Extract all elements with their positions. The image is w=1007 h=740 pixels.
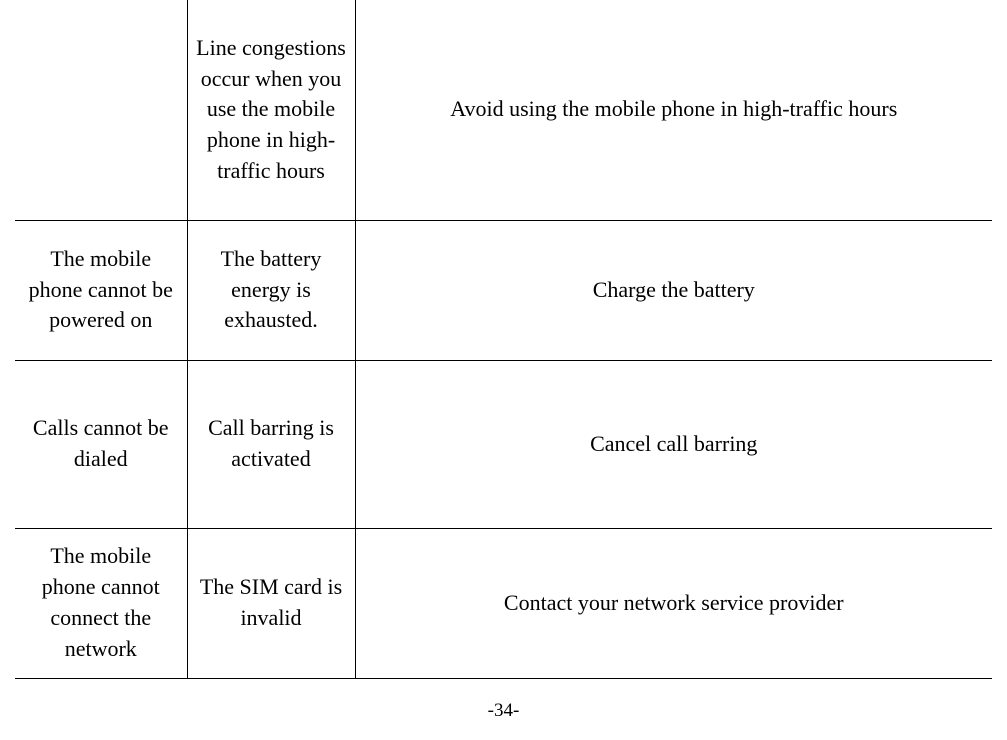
problem-cell <box>15 0 187 220</box>
table-row: The mobile phone cannot be powered on Th… <box>15 220 992 360</box>
solution-cell: Charge the battery <box>355 220 992 360</box>
troubleshooting-table: Line congestions occur when you use the … <box>15 0 992 679</box>
cause-cell: Call barring is activated <box>187 360 355 528</box>
page-number: -34- <box>0 700 1007 722</box>
problem-cell: Calls cannot be dialed <box>15 360 187 528</box>
problem-cell: The mobile phone cannot connect the netw… <box>15 528 187 678</box>
table-row: Calls cannot be dialed Call barring is a… <box>15 360 992 528</box>
table-row: Line congestions occur when you use the … <box>15 0 992 220</box>
problem-cell: The mobile phone cannot be powered on <box>15 220 187 360</box>
cause-cell: The battery energy is exhausted. <box>187 220 355 360</box>
cause-cell: Line congestions occur when you use the … <box>187 0 355 220</box>
solution-cell: Contact your network service provider <box>355 528 992 678</box>
table-row: The mobile phone cannot connect the netw… <box>15 528 992 678</box>
solution-cell: Avoid using the mobile phone in high-tra… <box>355 0 992 220</box>
cause-cell: The SIM card is invalid <box>187 528 355 678</box>
troubleshooting-table-container: Line congestions occur when you use the … <box>0 0 1007 679</box>
solution-cell: Cancel call barring <box>355 360 992 528</box>
